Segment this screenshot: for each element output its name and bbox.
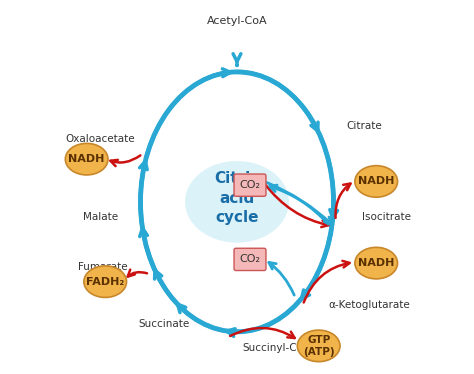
FancyBboxPatch shape: [234, 174, 266, 196]
Text: GTP
(ATP): GTP (ATP): [303, 335, 335, 357]
Text: Succinyl-CoA: Succinyl-CoA: [243, 343, 310, 353]
Ellipse shape: [355, 247, 398, 279]
Text: FADH₂: FADH₂: [86, 277, 124, 286]
Text: NADH: NADH: [358, 258, 394, 268]
Text: α-Ketoglutarate: α-Ketoglutarate: [329, 300, 410, 310]
Text: Citric
acid
cycle: Citric acid cycle: [214, 171, 260, 226]
Text: NADH: NADH: [68, 154, 105, 164]
Text: Acetyl-CoA: Acetyl-CoA: [207, 15, 267, 25]
Text: Succinate: Succinate: [138, 319, 190, 329]
Text: NADH: NADH: [358, 177, 394, 186]
Ellipse shape: [355, 166, 398, 197]
Text: Isocitrate: Isocitrate: [362, 212, 411, 222]
Text: Fumarate: Fumarate: [78, 262, 128, 272]
Ellipse shape: [65, 143, 108, 175]
Text: CO₂: CO₂: [239, 254, 261, 264]
Text: Oxaloacetate: Oxaloacetate: [65, 134, 135, 144]
Text: Malate: Malate: [82, 212, 118, 222]
Ellipse shape: [297, 330, 340, 362]
Ellipse shape: [185, 161, 289, 243]
Ellipse shape: [84, 266, 127, 297]
Text: CO₂: CO₂: [239, 180, 261, 190]
FancyBboxPatch shape: [234, 248, 266, 270]
Text: Citrate: Citrate: [346, 121, 383, 131]
